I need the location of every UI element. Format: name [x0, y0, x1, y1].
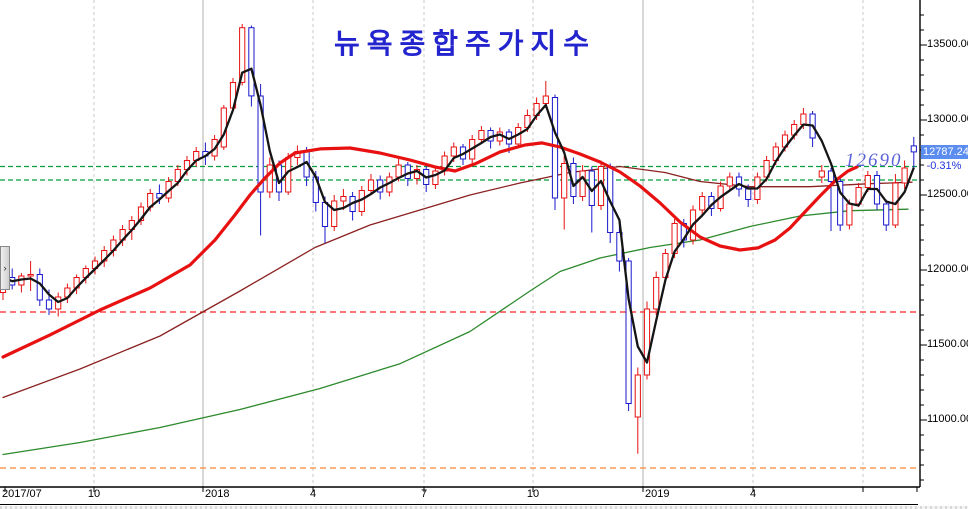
candle-body [827, 170, 835, 182]
x-axis-label: 4 [309, 488, 317, 500]
y-axis-label: 12000.00 [927, 263, 968, 276]
y-axis-label: 13000.00 [927, 113, 968, 126]
candle-body [625, 260, 632, 404]
price-annotation: 12690 [845, 150, 903, 171]
candle-body [266, 164, 273, 193]
ma-short-black [2, 67, 915, 364]
candle-body [579, 170, 586, 197]
candle-body [864, 175, 871, 188]
candle-body [257, 95, 264, 193]
chart-title: 뉴욕종합주가지수 [333, 29, 597, 60]
panel-divider [0, 504, 918, 505]
candle-body [239, 27, 246, 83]
candle-body [27, 274, 34, 277]
candle-body [478, 130, 485, 140]
candle-body [340, 196, 347, 202]
candle-body [45, 299, 53, 310]
x-axis-label: 7 [420, 488, 428, 500]
candle-body [404, 164, 411, 179]
current-price-value: 12787.24 [923, 146, 968, 158]
candle-body [901, 167, 908, 184]
y-axis-label: 11000.00 [927, 413, 968, 426]
lower-panel-edge [0, 506, 968, 509]
candle-body [726, 176, 733, 187]
candle-body [432, 170, 439, 185]
candle-body [450, 146, 457, 157]
candle-body [910, 145, 917, 153]
x-axis-label: 4 [749, 488, 757, 500]
y-axis-label: 13500.00 [927, 38, 968, 51]
candle-body [846, 203, 853, 226]
candle-body [653, 277, 660, 310]
x-axis-label: 2019 [645, 488, 670, 500]
candle-body [883, 203, 890, 226]
ma-long-darkred [2, 165, 913, 399]
candle-body [643, 308, 651, 376]
candle-body [331, 200, 338, 227]
ma-mid-red [1, 141, 859, 359]
x-axis-label: 10 [526, 488, 540, 500]
change-percent-label: -0.31% [926, 160, 962, 172]
candle-body [321, 202, 329, 227]
candle-body [634, 374, 641, 418]
x-axis-label: 10 [87, 488, 101, 500]
x-axis-label: 2018 [205, 488, 230, 500]
current-price-tag: 12787.24 [921, 145, 968, 159]
candle-body [699, 196, 706, 211]
candle-body [745, 188, 752, 200]
ma-longest-green [2, 208, 909, 456]
y-axis-label: 11500.00 [927, 338, 968, 351]
candle-body [367, 179, 375, 191]
expand-panel-button[interactable]: › [0, 246, 10, 290]
candle-body [248, 27, 255, 97]
candle-body [542, 95, 549, 104]
chevron-right-icon: › [3, 263, 7, 273]
y-axis-label: 12500.00 [927, 188, 968, 201]
candle-body [818, 170, 825, 178]
candle-body [800, 113, 807, 125]
candle-body [561, 163, 568, 199]
candle-body [837, 181, 844, 226]
candle-body [395, 164, 402, 178]
x-axis-label: 2017/07 [2, 488, 42, 500]
